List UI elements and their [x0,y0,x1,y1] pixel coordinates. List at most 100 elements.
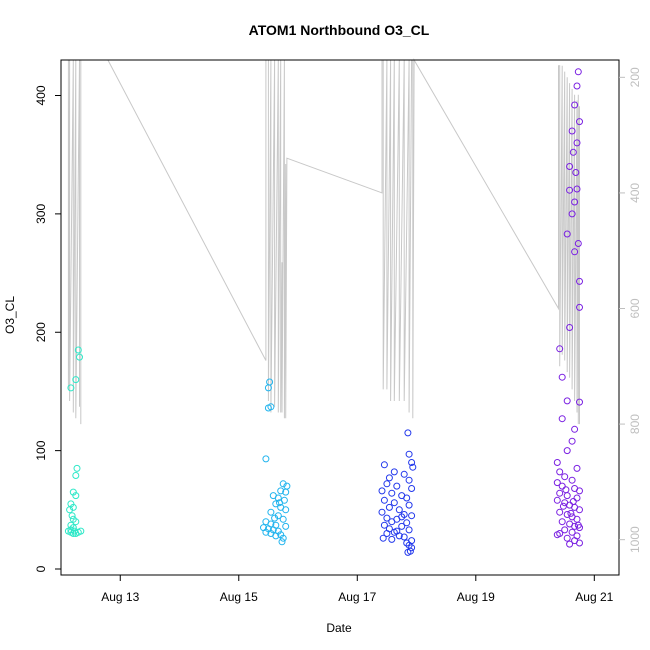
data-point [279,515,287,523]
data-point [568,437,576,445]
data-point [380,461,388,469]
data-point [566,163,574,170]
data-point [573,515,581,523]
data-point [378,487,386,495]
data-point [76,353,83,361]
data-point [574,240,582,247]
data-point [69,530,77,537]
data-point [385,474,393,482]
data-point [400,470,408,478]
data-point [553,459,561,466]
data-point [272,500,280,508]
x-tick-label: Aug 13 [101,590,139,604]
data-point [271,514,279,522]
data-point [264,384,272,392]
data-point [408,485,416,492]
data-point [573,185,581,193]
data-point [72,492,80,500]
data-point [262,455,270,463]
data-point [405,501,413,509]
data-point [77,527,85,535]
y2-tick-label: 400 [628,183,642,203]
data-point [553,496,561,504]
data-point [571,198,579,206]
data-point [282,522,290,530]
data-point [378,508,386,516]
data-point [72,518,80,526]
data-point [405,476,413,484]
data-point [573,82,581,90]
data-point [72,376,80,384]
plot-frame [60,59,620,576]
data-point [573,494,581,502]
data-point [571,101,579,109]
data-point [556,489,564,497]
data-point [553,479,561,487]
data-point [573,139,581,147]
data-point [403,519,411,527]
data-point [408,512,416,520]
data-point [567,509,575,517]
data-point [559,502,567,510]
data-point [556,345,564,353]
y2-tick-label: 600 [628,298,642,318]
data-point [571,425,579,433]
y2-tick-label: 1000 [628,526,642,553]
x-axis: Aug 13 Aug 15 Aug 17 Aug 19 Aug 21 [101,574,614,604]
data-point [400,533,408,541]
data-point [388,518,396,526]
data-point [558,482,566,490]
data-point [264,404,272,412]
data-point [408,459,416,466]
data-point [267,508,275,516]
data-point [67,521,75,529]
x-tick-label: Aug 19 [457,590,495,604]
y2-tick-label: 200 [628,67,642,87]
data-point [398,522,406,530]
data-point [383,514,391,522]
data-point [409,463,417,471]
data-point [571,248,579,256]
data-point [262,528,270,536]
x-axis-label: Date [326,621,352,635]
data-point [272,532,280,540]
y-tick-label: 0 [34,565,48,572]
x-tick-label: Aug 21 [575,590,613,604]
data-point [278,538,286,546]
data-point [408,544,416,552]
secondary-line-layer [67,58,580,425]
data-point [566,324,574,331]
data-point [568,127,576,135]
y-tick-label: 300 [34,204,48,224]
data-point [563,492,571,500]
data-point [569,148,577,156]
y-axis: 0 100 200 300 400 [34,85,61,572]
data-point [561,526,569,534]
y2-tick-label: 800 [628,414,642,434]
data-point [67,384,75,392]
data-point [566,540,574,548]
data-point [403,539,411,547]
data-point [69,503,77,511]
data-point [573,464,581,472]
data-point [568,476,576,484]
y-axis-label: O3_CL [3,296,17,334]
data-point [576,487,583,495]
data-point [558,373,566,381]
data-point [388,535,396,543]
data-point [383,480,391,488]
data-point [379,534,387,542]
y-tick-label: 400 [34,85,48,105]
data-point [403,494,411,502]
data-point [385,503,393,511]
data-point [563,447,571,455]
data-point [562,486,570,494]
data-point [390,468,398,476]
data-point [274,512,282,520]
data-point [405,526,413,534]
data-point [568,528,576,536]
data-point [277,487,285,495]
data-point [276,499,283,507]
data-point [279,534,287,542]
